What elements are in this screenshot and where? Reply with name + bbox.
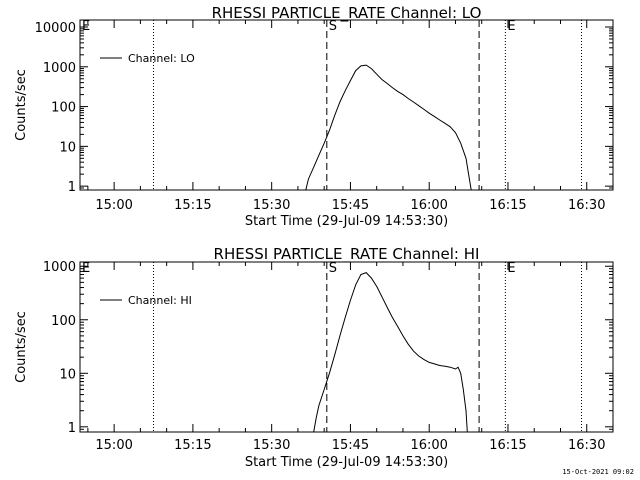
x-tick-label: 16:00 (410, 438, 447, 453)
legend-label: Channel: LO (128, 52, 195, 65)
footer-timestamp: 15-Oct-2021 09:02 (562, 468, 634, 476)
x-tick-label: 16:00 (410, 198, 447, 213)
x-tick-label: 15:45 (332, 198, 369, 213)
marker-label: S (329, 19, 337, 34)
x-tick-label: 15:15 (174, 198, 211, 213)
plot-frame (79, 19, 614, 191)
x-tick-label: 15:45 (332, 438, 369, 453)
x-tick-label: 16:15 (489, 198, 526, 213)
y-axis-label: Counts/sec (14, 69, 29, 141)
marker-label: E (82, 261, 90, 276)
y-tick-label: 10 (59, 367, 76, 382)
y-tick-label: 10000 (35, 21, 76, 36)
chart-title: RHESSI PARTICLE_RATE Channel: HI (214, 245, 480, 264)
marker-label: E (507, 19, 515, 34)
x-axis-label: Start Time (29-Jul-09 14:53:30) (245, 455, 448, 470)
marker-label: E (82, 19, 90, 34)
marker-label: E (507, 261, 515, 276)
series-line (305, 64, 472, 191)
y-tick-label: 1000 (43, 260, 76, 275)
x-tick-label: 15:00 (95, 438, 132, 453)
x-tick-label: 16:30 (568, 198, 605, 213)
y-tick-label: 10 (59, 140, 76, 155)
x-tick-label: 15:15 (174, 438, 211, 453)
y-tick-label: 100 (51, 314, 76, 329)
legend-label: Channel: HI (128, 294, 192, 307)
plot-frame (79, 261, 614, 433)
x-tick-label: 16:15 (489, 438, 526, 453)
x-tick-label: 15:00 (95, 198, 132, 213)
y-axis-label: Counts/sec (14, 311, 29, 383)
y-tick-label: 100 (51, 101, 76, 116)
series-line (313, 272, 468, 433)
y-tick-label: 1 (68, 421, 76, 436)
marker-label: S (329, 261, 337, 276)
x-tick-label: 15:30 (253, 198, 290, 213)
x-axis-label: Start Time (29-Jul-09 14:53:30) (245, 214, 448, 229)
x-tick-label: 16:30 (568, 438, 605, 453)
y-tick-label: 1 (68, 180, 76, 195)
chart-title: RHESSI PARTICLE_RATE Channel: LO (212, 4, 482, 23)
x-tick-label: 15:30 (253, 438, 290, 453)
y-tick-label: 1000 (43, 61, 76, 76)
